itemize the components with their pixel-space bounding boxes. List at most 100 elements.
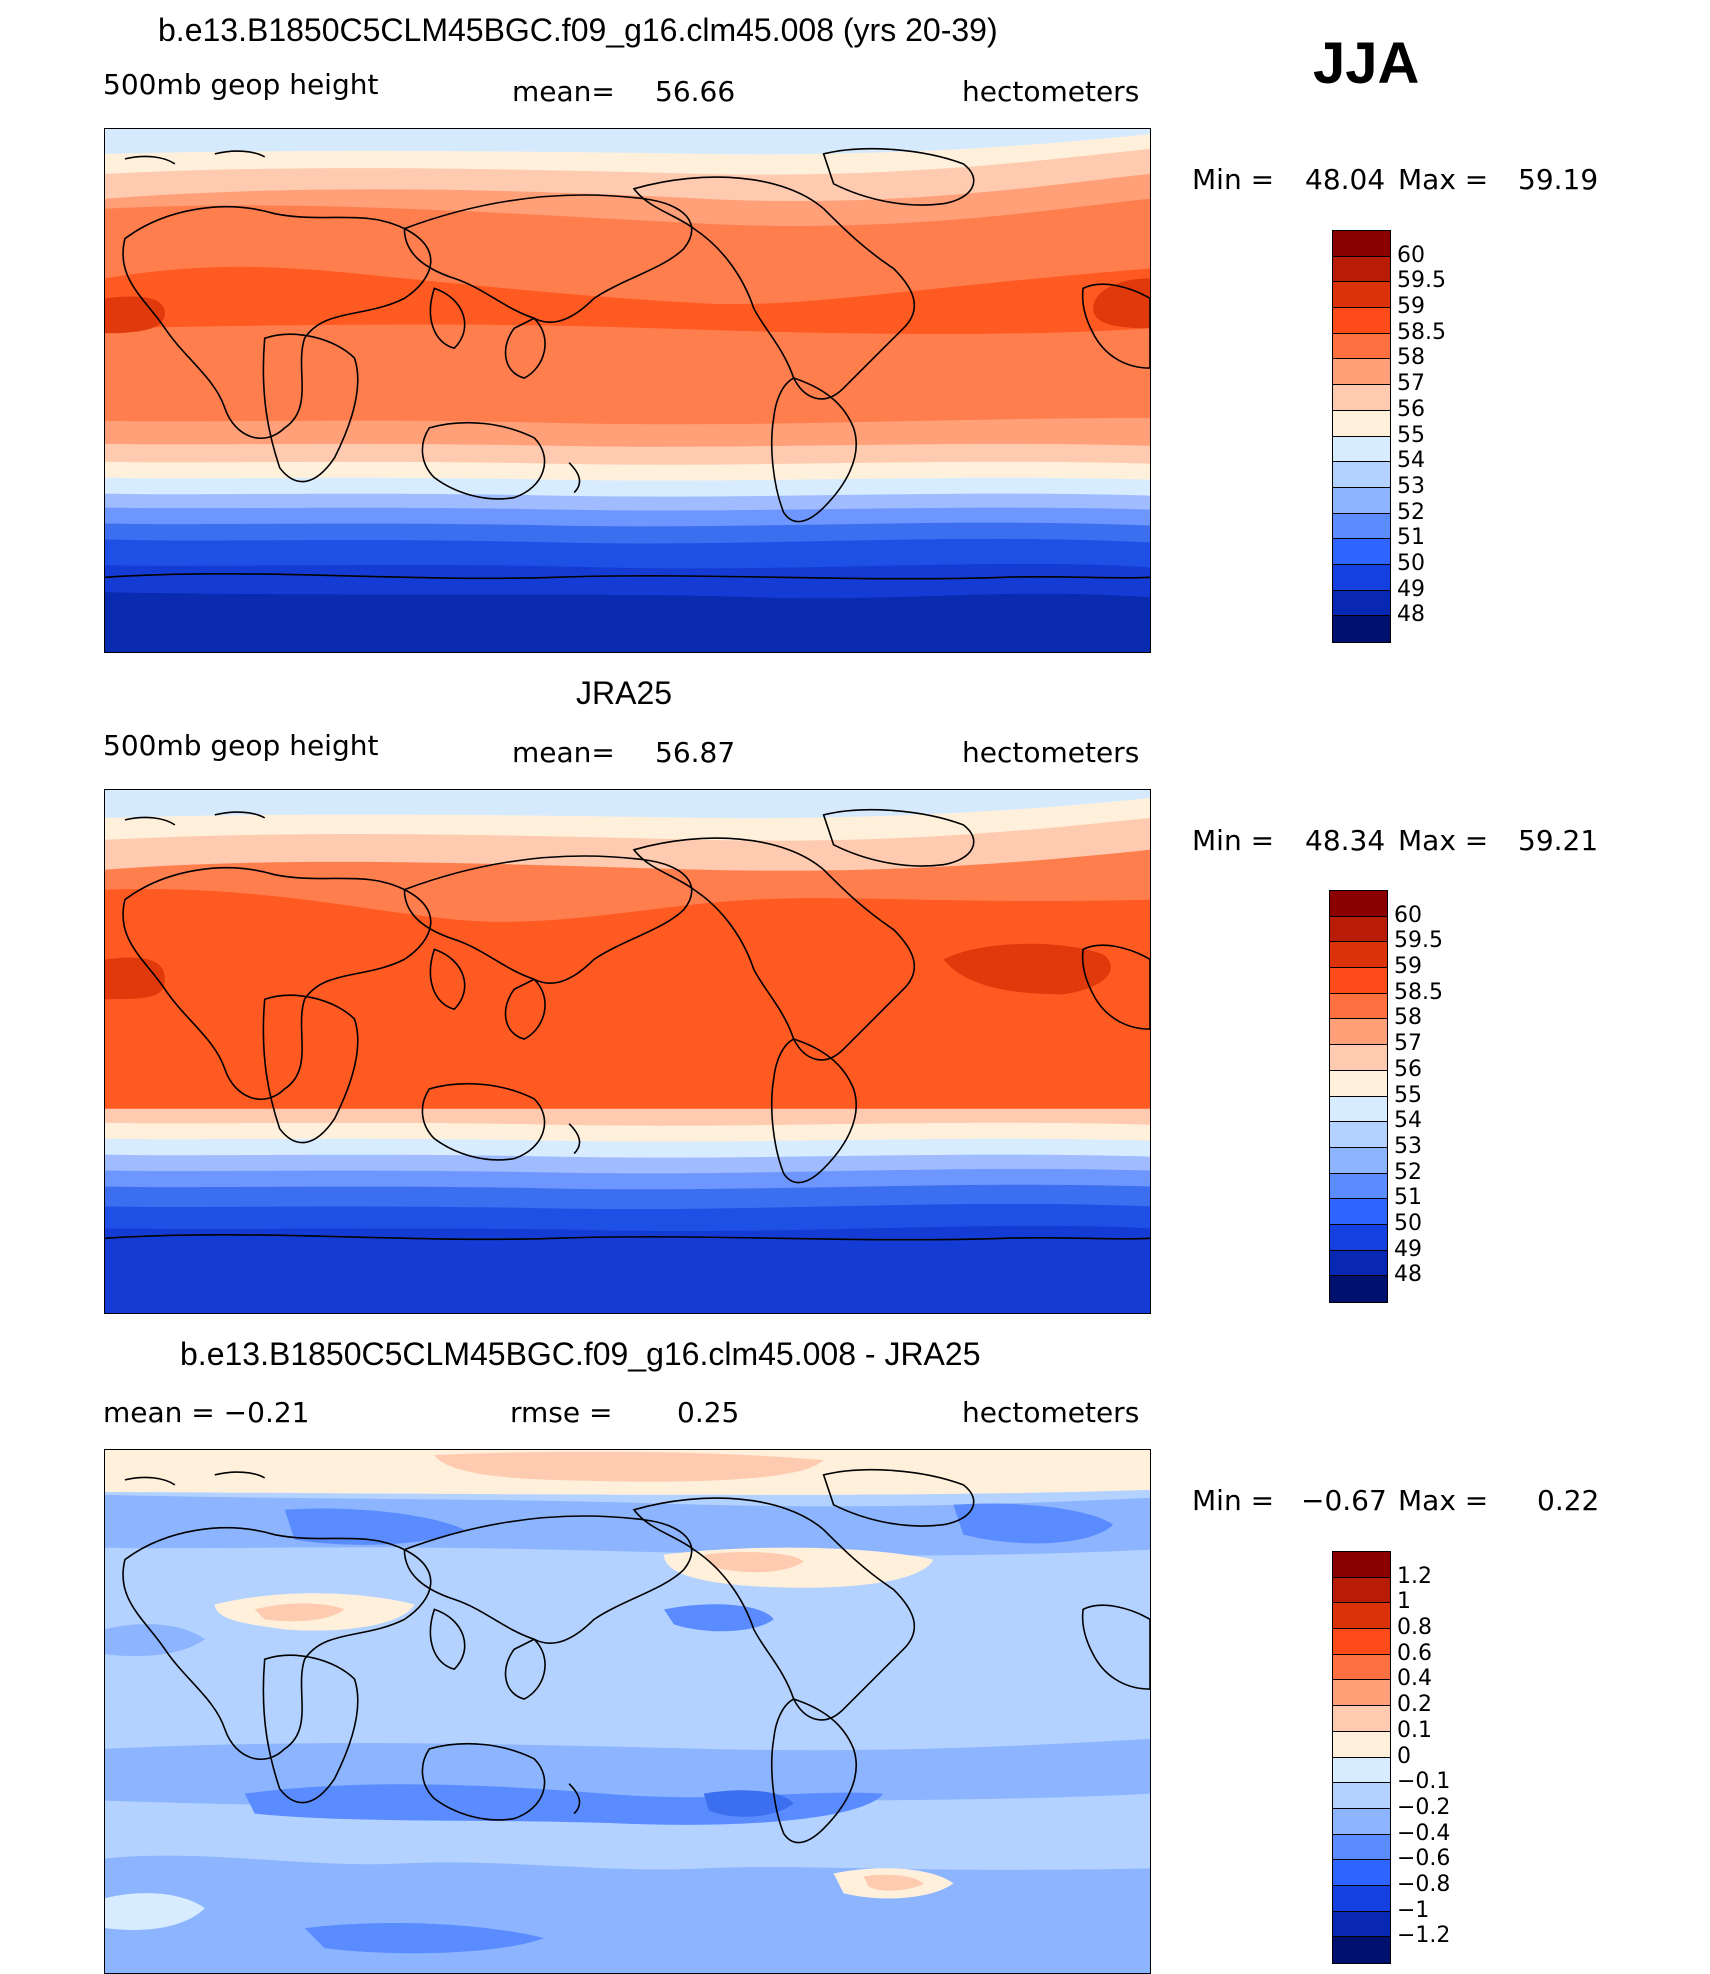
colorbar-box (1330, 1096, 1387, 1123)
colorbar-box (1330, 1173, 1387, 1200)
colorbar-tick-label: 59.5 (1394, 928, 1443, 954)
colorbar-tick-label: 53 (1394, 1133, 1422, 1159)
panel-model-units: hectometers (962, 75, 1140, 108)
panel-diff-colorbar (1332, 1551, 1391, 1964)
colorbar-tick-label: 0.1 (1397, 1717, 1432, 1743)
colorbar-box (1330, 1019, 1387, 1046)
colorbar-tick-label: 56 (1397, 396, 1425, 422)
colorbar-tick-label: 56 (1394, 1056, 1422, 1082)
colorbar-tick-label: 52 (1397, 499, 1425, 525)
colorbar-tick-label: −0.4 (1397, 1820, 1451, 1846)
colorbar-box (1333, 1757, 1390, 1784)
colorbar-tick-label: 1.2 (1397, 1563, 1432, 1589)
panel-obs-max-value: 59.21 (1518, 824, 1599, 857)
colorbar-box (1333, 1629, 1390, 1655)
panel-diff-min-value: −0.67 (1301, 1484, 1387, 1517)
panel-model-min-label: Min = (1192, 163, 1275, 196)
colorbar-tick-label: 60 (1397, 242, 1425, 268)
colorbar-box (1333, 1783, 1390, 1809)
panel-obs-variable: 500mb geop height (103, 729, 379, 762)
colorbar-tick-label: 55 (1394, 1082, 1422, 1108)
panel-model-min-value: 48.04 (1305, 163, 1386, 196)
colorbar-tick-label: 58 (1397, 345, 1425, 371)
panel-obs-min-label: Min = (1192, 824, 1275, 857)
colorbar-box (1333, 1577, 1390, 1604)
colorbar-box (1333, 410, 1390, 437)
colorbar-tick-label: 59 (1394, 954, 1422, 980)
colorbar-tick-label: 59.5 (1397, 268, 1446, 294)
colorbar-tick-label: 55 (1397, 422, 1425, 448)
panel-obs-colorbar (1329, 890, 1388, 1303)
colorbar-box (1333, 564, 1390, 591)
colorbar-box (1330, 916, 1387, 943)
colorbar-box (1333, 590, 1390, 617)
colorbar-tick-label: 58 (1394, 1005, 1422, 1031)
colorbar-tick-label: 49 (1394, 1236, 1422, 1262)
colorbar-tick-label: 49 (1397, 576, 1425, 602)
colorbar-tick-label: 52 (1394, 1159, 1422, 1185)
colorbar-tick-label: 0 (1397, 1743, 1411, 1769)
colorbar-tick-label: 59 (1397, 294, 1425, 320)
colorbar-tick-label: 60 (1394, 902, 1422, 928)
colorbar-box (1333, 1731, 1390, 1758)
colorbar-tick-label: −1.2 (1397, 1923, 1451, 1949)
panel-obs-units: hectometers (962, 736, 1140, 769)
colorbar-box (1333, 1654, 1390, 1681)
colorbar-tick-label: 57 (1394, 1031, 1422, 1057)
colorbar-tick-label: 50 (1397, 550, 1425, 576)
panel-diff-max-value: 0.22 (1537, 1484, 1600, 1517)
panel-obs-max-label: Max = (1398, 824, 1489, 857)
panel-model-mean-label: mean= (512, 75, 615, 108)
colorbar-tick-label: 53 (1397, 473, 1425, 499)
colorbar-box (1330, 1147, 1387, 1174)
colorbar-tick-label: −0.2 (1397, 1794, 1451, 1820)
colorbar-box (1333, 1937, 1390, 1963)
colorbar-box (1333, 1706, 1390, 1732)
colorbar-tick-label: −0.6 (1397, 1846, 1451, 1872)
colorbar-tick-label: −0.1 (1397, 1769, 1451, 1795)
panel-diff-rmse-value: 0.25 (677, 1396, 740, 1429)
panel-model-title: b.e13.B1850C5CLM45BGC.f09_g16.clm45.008 … (158, 12, 998, 48)
panel-obs-mean-value: 56.87 (655, 736, 736, 769)
colorbar-box (1333, 1860, 1390, 1886)
colorbar-box (1330, 1045, 1387, 1071)
colorbar-box (1330, 1276, 1387, 1302)
colorbar-tick-label: 58.5 (1394, 979, 1443, 1005)
colorbar-box (1333, 231, 1390, 257)
colorbar-box (1333, 308, 1390, 334)
colorbar-tick-label: 50 (1394, 1210, 1422, 1236)
colorbar-box (1330, 1122, 1387, 1148)
panel-model-max-label: Max = (1398, 163, 1489, 196)
panel-model-max-value: 59.19 (1518, 163, 1599, 196)
colorbar-box (1330, 968, 1387, 994)
panel-model-colorbar (1332, 230, 1391, 643)
colorbar-box (1333, 256, 1390, 283)
colorbar-tick-label: −0.8 (1397, 1871, 1451, 1897)
colorbar-box (1333, 1680, 1390, 1707)
panel-model-variable: 500mb geop height (103, 68, 379, 101)
panel-model-map (104, 128, 1151, 653)
colorbar-tick-label: 0.2 (1397, 1692, 1432, 1718)
colorbar-tick-label: 1 (1397, 1589, 1411, 1615)
colorbar-box (1333, 436, 1390, 463)
colorbar-box (1330, 942, 1387, 969)
colorbar-box (1333, 1834, 1390, 1861)
colorbar-box (1333, 1603, 1390, 1630)
panel-diff-min-label: Min = (1192, 1484, 1275, 1517)
colorbar-tick-label: 48 (1394, 1262, 1422, 1288)
colorbar-box (1333, 616, 1390, 642)
colorbar-tick-label: 0.6 (1397, 1640, 1432, 1666)
colorbar-tick-label: 0.4 (1397, 1666, 1432, 1692)
panel-diff-mean: mean = −0.21 (103, 1396, 310, 1429)
panel-obs-title: JRA25 (576, 675, 673, 711)
colorbar-box (1333, 359, 1390, 386)
colorbar-tick-label: 54 (1394, 1108, 1422, 1134)
panel-diff-title: b.e13.B1850C5CLM45BGC.f09_g16.clm45.008 … (180, 1336, 981, 1372)
colorbar-box (1333, 487, 1390, 514)
panel-model-mean-value: 56.66 (655, 75, 736, 108)
colorbar-box (1330, 1070, 1387, 1097)
colorbar-box (1333, 1885, 1390, 1912)
colorbar-tick-label: 51 (1394, 1185, 1422, 1211)
colorbar-tick-label: 58.5 (1397, 319, 1446, 345)
colorbar-tick-label: 48 (1397, 602, 1425, 628)
